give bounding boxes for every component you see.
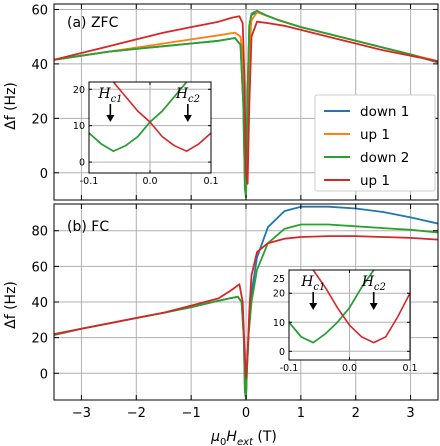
x-tick-label: 0.0: [142, 176, 157, 187]
y-tick-label: 10: [273, 318, 285, 329]
series-line-up1_red: [112, 82, 211, 152]
series-line-up1_red: [54, 15, 438, 185]
panel-b-xlabel: μ0Hext (T): [210, 429, 277, 446]
series-line-down2: [54, 9, 438, 199]
annotation-c2-label: Hc2: [175, 86, 200, 105]
panel-a-zfc: 0 20 40 60 (a) ZFC Δf (Hz): [3, 3, 439, 201]
legend: down 1 up 1 down 2 up 1: [314, 94, 436, 192]
inset-b-annotations: Hc1 Hc2: [300, 274, 386, 310]
y-tick-label: 0: [279, 347, 285, 358]
series-line-down2: [289, 270, 375, 344]
legend-box: [314, 94, 436, 192]
y-tick-label: 60: [31, 260, 48, 275]
y-tick-label: 25: [273, 274, 285, 285]
annotation-arrow-head: [106, 115, 115, 122]
panel-b-fc: −3 −2 −1 0 1 2 3 0 20 40 60 80 (b) FC Δf (Hz) μ0Hex…: [3, 203, 439, 446]
inset-a-series: [89, 82, 211, 152]
x-tick-label: −3: [72, 406, 91, 421]
legend-label-down-2: down 2: [360, 150, 409, 166]
y-tick-label: 80: [31, 225, 48, 240]
panel-a-ticks: 0 20 40 60: [31, 3, 438, 200]
y-tick-label: 20: [73, 85, 85, 96]
inset-b: -0.1 0.0 0.1 0 10 20 25 Hc1 Hc2: [273, 269, 418, 374]
x-tick-label: 0.0: [342, 363, 357, 374]
panel-b-ylabel: Δf (Hz): [3, 281, 19, 329]
y-tick-label: 60: [31, 3, 48, 18]
x-tick-label: -0.1: [280, 363, 299, 374]
y-tick-label: 0: [40, 167, 48, 182]
x-tick-label: 2: [352, 406, 360, 421]
annotation-arrow-head: [309, 303, 318, 310]
y-tick-label: 40: [31, 296, 48, 311]
panel-a-ylabel: Δf (Hz): [3, 82, 19, 130]
panel-a-series: [54, 9, 438, 199]
inset-a-ticks: -0.1 0.0 0.1 0 10 20: [73, 82, 219, 187]
y-tick-label: 20: [31, 332, 48, 347]
inset-a-annotations: Hc1 Hc2: [97, 86, 200, 122]
y-tick-label: 40: [31, 58, 48, 73]
inset-a: -0.1 0.0 0.1 0 10 20 Hc1 Hc2: [73, 81, 219, 187]
inset-b-series: [289, 270, 410, 344]
annotation-arrow-head: [369, 303, 378, 310]
legend-label-up-1-red: up 1: [360, 173, 390, 189]
x-tick-label: -0.1: [80, 176, 99, 187]
panel-b-label: (b) FC: [67, 219, 109, 235]
x-tick-label: −2: [127, 406, 146, 421]
series-line-up1_red: [54, 235, 438, 380]
series-line-down2: [89, 82, 188, 152]
y-tick-label: 0: [79, 158, 85, 169]
panel-a-label: (a) ZFC: [67, 15, 119, 31]
y-tick-label: 20: [273, 289, 285, 300]
annotation-c1-label: Hc1: [97, 86, 122, 105]
y-tick-label: 10: [73, 121, 85, 132]
annotation-arrow-head: [183, 115, 192, 122]
x-tick-label: 0: [242, 406, 250, 421]
x-tick-label: 0.1: [402, 363, 417, 374]
legend-label-up-1-orange: up 1: [360, 127, 390, 143]
series-line-up1_red: [312, 270, 410, 344]
y-tick-label: 20: [31, 112, 48, 127]
y-tick-label: 0: [40, 367, 48, 382]
annotation-c2-label: Hc2: [361, 274, 386, 293]
inset-b-ticks: -0.1 0.0 0.1 0 10 20 25: [273, 270, 418, 374]
x-tick-label: 0.1: [203, 176, 218, 187]
legend-label-down-1: down 1: [360, 104, 409, 120]
x-tick-label: 1: [297, 406, 305, 421]
annotation-c1-label: Hc1: [300, 274, 325, 293]
x-tick-label: 3: [406, 406, 414, 421]
panel-b-ticks: −3 −2 −1 0 1 2 3 0 20 40 60 80: [31, 204, 438, 421]
x-tick-label: −1: [182, 406, 201, 421]
